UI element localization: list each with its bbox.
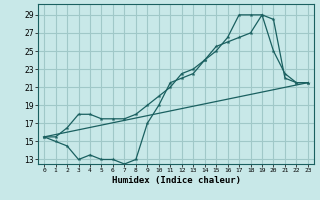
X-axis label: Humidex (Indice chaleur): Humidex (Indice chaleur)	[111, 176, 241, 185]
